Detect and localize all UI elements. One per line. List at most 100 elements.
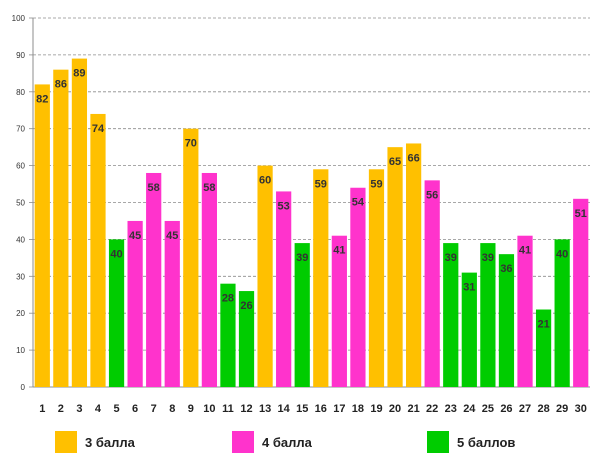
- legend-item-5: 5 баллов: [427, 428, 515, 456]
- bar: [183, 128, 199, 387]
- bar-value-label: 86: [55, 79, 67, 91]
- x-tick-label: 15: [296, 403, 308, 415]
- bars: [34, 58, 589, 388]
- bar-value-label: 58: [148, 182, 160, 194]
- bar-value-label: 82: [36, 93, 48, 105]
- bar-value-label: 40: [110, 248, 122, 260]
- y-tick-label: 0: [21, 383, 26, 392]
- bar: [424, 180, 440, 387]
- gridlines: [33, 17, 590, 351]
- x-tick-label: 10: [203, 403, 215, 415]
- x-tick-labels: 1 2 3 4 5 6 7 8 9 10 11 12 13 14 15 16 17 18 19 20 21 22 23 24 2…: [39, 403, 587, 415]
- axes: [29, 17, 590, 388]
- bar: [573, 198, 589, 387]
- x-tick-label: 14: [278, 403, 291, 415]
- bar: [498, 254, 515, 387]
- bar-value-label: 41: [333, 245, 345, 257]
- bar: [480, 243, 496, 387]
- y-tick-label: 90: [16, 51, 25, 60]
- x-tick-label: 12: [240, 403, 252, 415]
- bar: [313, 169, 329, 387]
- bar-value-label: 53: [278, 200, 290, 212]
- x-tick-label: 2: [58, 403, 64, 415]
- bar: [164, 220, 180, 387]
- bar: [350, 187, 366, 387]
- bar: [146, 172, 162, 387]
- bar-value-label: 60: [259, 175, 271, 187]
- bar-value-label: 28: [222, 293, 234, 305]
- bar-value-label: 26: [240, 300, 252, 312]
- bar: [90, 113, 106, 387]
- bar-value-label: 66: [407, 152, 419, 164]
- bar: [220, 283, 236, 387]
- x-tick-label: 17: [333, 403, 345, 415]
- x-tick-label: 29: [556, 403, 568, 415]
- bar-value-label: 21: [537, 319, 549, 331]
- x-tick-label: 3: [76, 403, 82, 415]
- x-tick-label: 18: [352, 403, 364, 415]
- x-tick-label: 24: [463, 403, 476, 415]
- bar: [201, 172, 217, 387]
- y-tick-label: 30: [16, 272, 25, 281]
- bar: [368, 169, 385, 387]
- y-tick-label: 10: [16, 346, 25, 355]
- bar-value-label: 74: [92, 123, 105, 135]
- x-tick-label: 26: [500, 403, 512, 415]
- bar: [406, 143, 422, 387]
- bar-value-label: 58: [203, 182, 215, 194]
- y-tick-label: 60: [16, 162, 25, 171]
- bar-value-label: 41: [519, 245, 531, 257]
- bar-value-label: 39: [482, 252, 494, 264]
- bar-value-label: 36: [500, 263, 512, 275]
- bar: [53, 69, 69, 387]
- x-tick-label: 11: [222, 403, 234, 415]
- x-tick-label: 20: [389, 403, 401, 415]
- bar-value-label: 40: [556, 248, 568, 260]
- x-tick-label: 7: [151, 403, 157, 415]
- bar-value-label: 45: [129, 230, 141, 242]
- y-tick-label: 50: [16, 199, 25, 208]
- legend-swatch-3: [55, 431, 77, 453]
- legend-label-3: 3 балла: [85, 434, 135, 450]
- bar: [127, 220, 143, 387]
- bar-value-label: 89: [73, 68, 85, 80]
- bar-value-label: 31: [463, 282, 475, 294]
- legend-item-4: 4 балла: [232, 428, 312, 456]
- x-tick-label: 21: [407, 403, 419, 415]
- bar: [331, 235, 347, 387]
- x-tick-label: 9: [188, 403, 194, 415]
- bar: [276, 191, 292, 387]
- bar: [443, 243, 459, 387]
- y-tick-label: 80: [16, 88, 25, 97]
- bar-value-label: 54: [352, 197, 365, 209]
- bar: [461, 272, 477, 387]
- bar: [238, 291, 255, 387]
- y-tick-label: 40: [16, 235, 25, 244]
- bar: [34, 84, 50, 388]
- bar: [535, 309, 552, 387]
- x-tick-label: 25: [482, 403, 494, 415]
- y-tick-labels: 0 10 20 30 40 50 60 70 80 90 100: [12, 14, 26, 392]
- bar-value-label: 65: [389, 156, 401, 168]
- x-tick-label: 4: [95, 403, 102, 415]
- bar: [71, 58, 88, 388]
- bar-value-label: 56: [426, 189, 438, 201]
- bar-value-label: 39: [445, 252, 457, 264]
- bar-value-label: 39: [296, 252, 308, 264]
- legend-label-5: 5 баллов: [457, 434, 516, 450]
- x-tick-label: 22: [426, 403, 438, 415]
- x-tick-label: 19: [370, 403, 382, 415]
- legend-swatch-5: [427, 431, 449, 453]
- legend: 3 балла 4 балла 5 баллов: [0, 428, 596, 456]
- x-tick-label: 23: [445, 403, 457, 415]
- x-tick-label: 27: [519, 403, 531, 415]
- legend-swatch-4: [232, 431, 254, 453]
- bar: [294, 243, 310, 387]
- bar: [517, 235, 533, 387]
- bar-value-labels: 82 86 89 74 40 45 58 45 70 58 28 26 60 53 39 59 41 54 59 65…: [36, 68, 587, 331]
- x-tick-label: 30: [575, 403, 587, 415]
- bar-value-label: 59: [370, 178, 382, 190]
- bar: [257, 165, 273, 387]
